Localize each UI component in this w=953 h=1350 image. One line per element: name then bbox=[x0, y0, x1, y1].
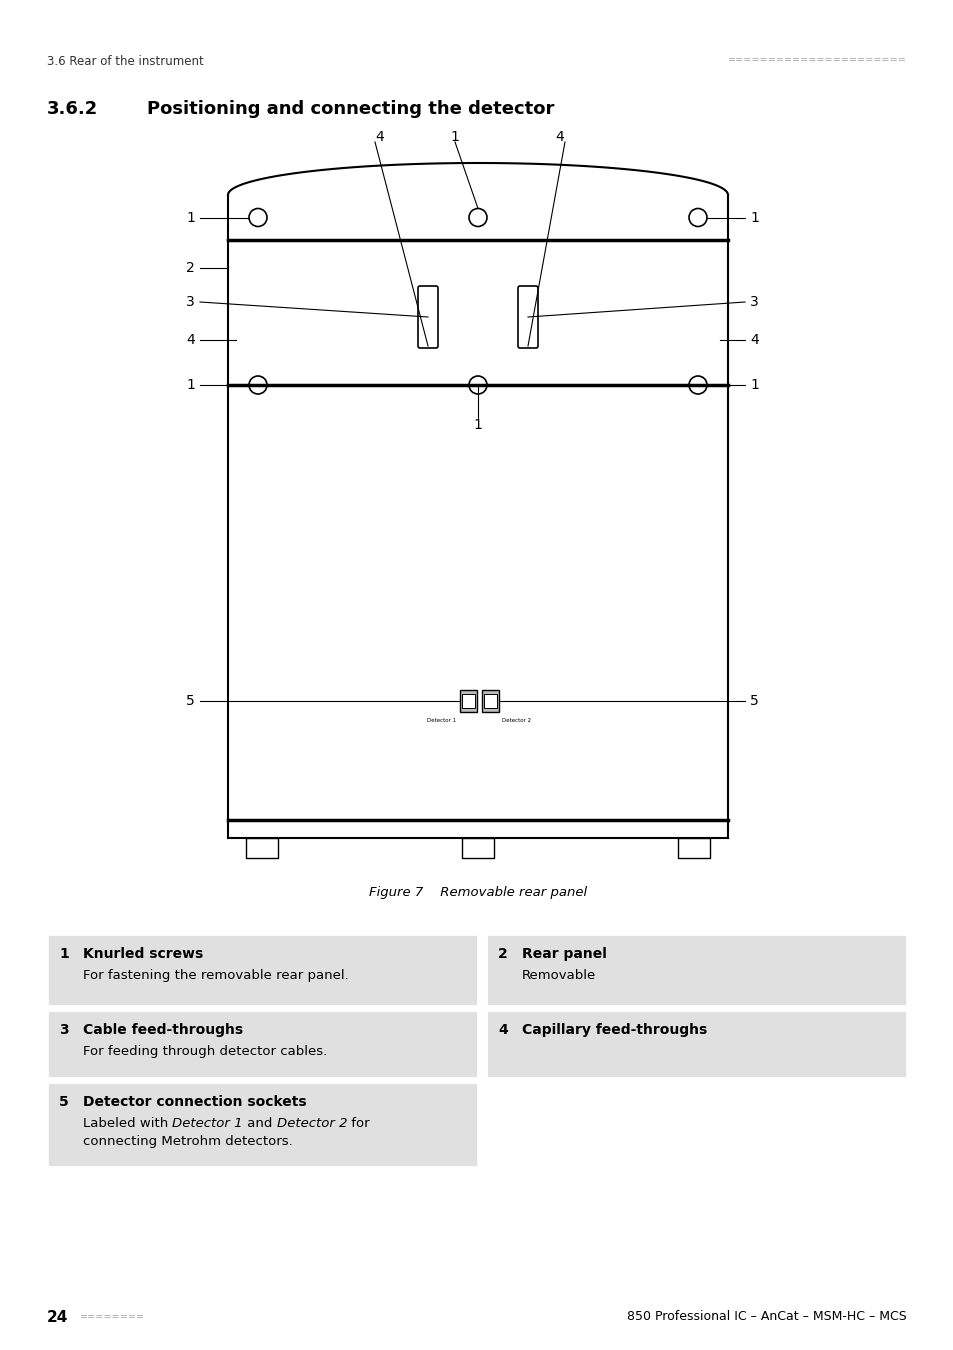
Bar bbox=[459, 690, 476, 711]
Text: Labeled with: Labeled with bbox=[83, 1116, 172, 1130]
Text: Removable: Removable bbox=[521, 969, 596, 981]
Text: Figure 7    Removable rear panel: Figure 7 Removable rear panel bbox=[369, 886, 586, 899]
Text: Knurled screws: Knurled screws bbox=[83, 946, 203, 961]
Text: For fastening the removable rear panel.: For fastening the removable rear panel. bbox=[83, 969, 349, 981]
Bar bbox=[678, 838, 709, 859]
Text: 4: 4 bbox=[497, 1023, 507, 1037]
Text: Detector 1: Detector 1 bbox=[426, 717, 456, 722]
Text: 3: 3 bbox=[749, 296, 758, 309]
Text: ========: ======== bbox=[80, 1312, 145, 1322]
Bar bbox=[485, 934, 906, 1006]
Text: For feeding through detector cables.: For feeding through detector cables. bbox=[83, 1045, 327, 1058]
Text: and: and bbox=[243, 1116, 276, 1130]
Text: 3: 3 bbox=[186, 296, 194, 309]
Text: Rear panel: Rear panel bbox=[521, 946, 606, 961]
Text: ======================: ====================== bbox=[727, 55, 906, 65]
Text: 4: 4 bbox=[555, 130, 564, 144]
Circle shape bbox=[249, 208, 267, 227]
Text: 1: 1 bbox=[450, 130, 459, 144]
Text: 1: 1 bbox=[59, 946, 69, 961]
Text: 5: 5 bbox=[186, 694, 194, 707]
Text: Positioning and connecting the detector: Positioning and connecting the detector bbox=[147, 100, 554, 117]
Circle shape bbox=[469, 208, 486, 227]
Text: 4: 4 bbox=[375, 130, 384, 144]
Bar bbox=[47, 934, 477, 1006]
Text: 5: 5 bbox=[749, 694, 758, 707]
Text: 1: 1 bbox=[749, 211, 758, 224]
Bar bbox=[246, 838, 277, 859]
Text: 4: 4 bbox=[749, 333, 758, 347]
Bar bbox=[47, 1081, 477, 1166]
Bar bbox=[481, 690, 498, 711]
Bar bbox=[461, 694, 475, 707]
Text: 2: 2 bbox=[497, 946, 507, 961]
Bar bbox=[483, 694, 497, 707]
Text: 1: 1 bbox=[749, 378, 758, 392]
Circle shape bbox=[469, 377, 486, 394]
Bar bbox=[47, 1010, 477, 1079]
FancyBboxPatch shape bbox=[517, 286, 537, 348]
Circle shape bbox=[688, 208, 706, 227]
Bar bbox=[485, 1010, 906, 1079]
Text: for: for bbox=[347, 1116, 370, 1130]
Text: Detector 2: Detector 2 bbox=[501, 717, 531, 722]
Text: 5: 5 bbox=[59, 1095, 69, 1108]
Text: 3.6.2: 3.6.2 bbox=[47, 100, 98, 117]
Text: Cable feed-throughs: Cable feed-throughs bbox=[83, 1023, 243, 1037]
Text: 1: 1 bbox=[186, 378, 194, 392]
Text: Detector 2: Detector 2 bbox=[276, 1116, 347, 1130]
Circle shape bbox=[688, 377, 706, 394]
Text: 1: 1 bbox=[473, 418, 482, 432]
FancyBboxPatch shape bbox=[417, 286, 437, 348]
Text: 850 Professional IC – AnCat – MSM-HC – MCS: 850 Professional IC – AnCat – MSM-HC – M… bbox=[626, 1310, 906, 1323]
Text: 3: 3 bbox=[59, 1023, 69, 1037]
Text: 4: 4 bbox=[186, 333, 194, 347]
Text: Capillary feed-throughs: Capillary feed-throughs bbox=[521, 1023, 706, 1037]
Circle shape bbox=[249, 377, 267, 394]
Text: 2: 2 bbox=[186, 261, 194, 275]
Text: 1: 1 bbox=[186, 211, 194, 224]
Text: 3.6 Rear of the instrument: 3.6 Rear of the instrument bbox=[47, 55, 204, 68]
Text: Detector 1: Detector 1 bbox=[172, 1116, 243, 1130]
Text: 24: 24 bbox=[47, 1310, 69, 1324]
Text: Detector connection sockets: Detector connection sockets bbox=[83, 1095, 306, 1108]
Bar bbox=[461, 838, 494, 859]
Text: connecting Metrohm detectors.: connecting Metrohm detectors. bbox=[83, 1135, 293, 1148]
